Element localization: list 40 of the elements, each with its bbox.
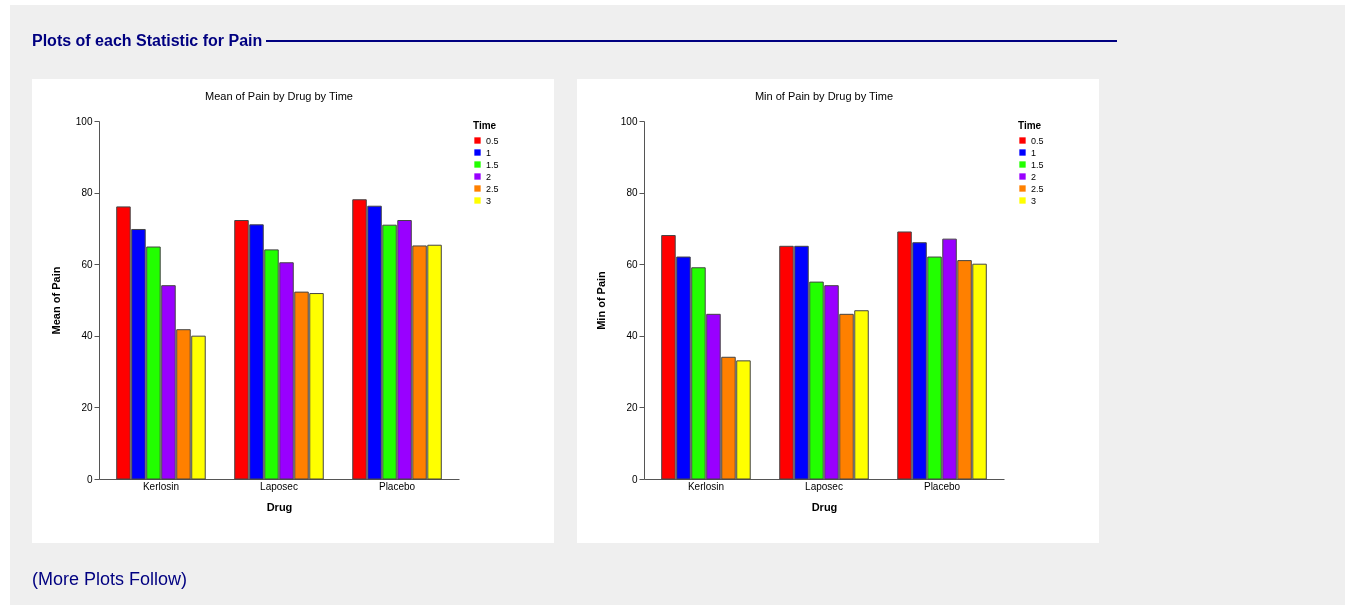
y-tick-label: 60 bbox=[626, 258, 638, 270]
y-tick-label: 0 bbox=[631, 473, 638, 485]
chart-title: Min of Pain by Drug by Time bbox=[754, 90, 894, 102]
legend-label: 2.5 bbox=[486, 183, 499, 194]
legend-label: 2.5 bbox=[1031, 183, 1044, 194]
y-tick-label: 40 bbox=[81, 330, 93, 342]
legend-label: 1.5 bbox=[1031, 159, 1044, 170]
y-axis-title: Min of Pain bbox=[594, 270, 607, 330]
legend-label: 1 bbox=[486, 147, 492, 158]
y-tick-label: 40 bbox=[626, 330, 638, 342]
y-tick-label: 80 bbox=[626, 187, 638, 199]
text: (More Plots Follow) bbox=[32, 569, 188, 590]
y-tick-label: 80 bbox=[81, 187, 93, 199]
legend-label: 3 bbox=[1031, 195, 1037, 206]
y-axis-title: Mean of Pain bbox=[49, 266, 62, 335]
legend-title: Time bbox=[473, 120, 497, 131]
chart-title: Mean of Pain by Drug by Time bbox=[205, 90, 353, 102]
legend-label: 0.5 bbox=[1031, 135, 1044, 146]
x-tick-label: Kerlosin bbox=[142, 480, 180, 492]
y-tick-label: 20 bbox=[81, 401, 93, 413]
legend-label: 0.5 bbox=[486, 135, 499, 146]
x-tick-label: Laposec bbox=[260, 480, 298, 492]
x-tick-label: Laposec bbox=[805, 480, 843, 492]
y-tick-label: 100 bbox=[75, 115, 93, 127]
x-axis-title: Drug bbox=[811, 500, 838, 513]
legend-label: 2 bbox=[1031, 171, 1037, 182]
legend-label: 1.5 bbox=[486, 159, 499, 170]
x-tick-label: Placebo bbox=[923, 480, 961, 492]
y-tick-label: 60 bbox=[81, 258, 93, 270]
x-tick-label: Placebo bbox=[378, 480, 416, 492]
y-tick-label: 0 bbox=[86, 473, 93, 485]
legend-label: 1 bbox=[1031, 147, 1037, 158]
x-axis-title: Drug bbox=[266, 500, 293, 513]
y-tick-label: 100 bbox=[620, 115, 638, 127]
y-tick-label: 20 bbox=[626, 401, 638, 413]
legend-title: Time bbox=[1018, 120, 1042, 131]
legend-label: 2 bbox=[486, 171, 492, 182]
text: Plots of each Statistic for Pain bbox=[32, 32, 263, 50]
x-tick-label: Kerlosin bbox=[687, 480, 725, 492]
legend-label: 3 bbox=[486, 195, 492, 206]
